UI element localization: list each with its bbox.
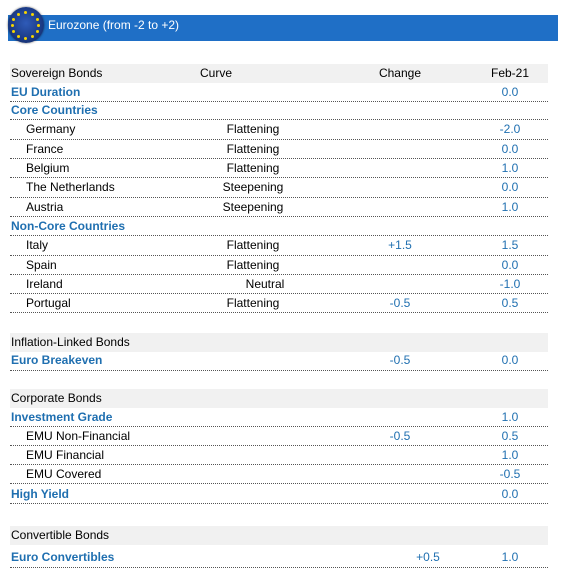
- row-value: 0.0: [501, 487, 519, 501]
- row-value: 1.0: [501, 448, 519, 462]
- sovereign-bonds-heading: Sovereign Bonds: [11, 66, 103, 80]
- section-heading-row: Inflation-Linked Bonds: [10, 333, 548, 352]
- period-column-header: Feb-21: [490, 66, 530, 80]
- row-label: Spain: [26, 258, 57, 272]
- row-label: EMU Covered: [26, 467, 102, 481]
- row-value: -2.0: [499, 122, 521, 136]
- row-label: EU Duration: [11, 85, 81, 99]
- row-value: 0.0: [501, 85, 519, 99]
- table-row: Austria Steepening 1.0: [10, 198, 548, 217]
- table-row: Spain Flattening 0.0: [10, 256, 548, 275]
- table-row: EU Duration 0.0: [10, 83, 548, 102]
- section-heading: Inflation-Linked Bonds: [11, 335, 130, 349]
- group-heading: Core Countries: [11, 103, 98, 117]
- row-label: Italy: [26, 238, 49, 252]
- row-label: France: [26, 142, 64, 156]
- row-value: 0.5: [501, 296, 519, 310]
- table-row: High Yield 0.0: [10, 485, 548, 504]
- section-heading-row: Corporate Bonds: [10, 389, 548, 408]
- row-curve: Flattening: [226, 161, 280, 175]
- row-curve: Flattening: [226, 122, 280, 136]
- table-row: The Netherlands Steepening 0.0: [10, 178, 548, 197]
- row-change: -0.5: [389, 429, 411, 443]
- row-label: Investment Grade: [11, 410, 113, 424]
- table-row: Italy Flattening +1.5 1.5: [10, 236, 548, 255]
- section-header-bar: Eurozone (from -2 to +2): [8, 15, 558, 41]
- row-value: 0.0: [501, 353, 519, 367]
- row-value: 1.0: [501, 550, 519, 564]
- table-row: Euro Convertibles +0.5 1.0: [10, 548, 548, 567]
- row-curve: Flattening: [226, 142, 280, 156]
- table-row: Belgium Flattening 1.0: [10, 159, 548, 178]
- change-column-header: Change: [378, 66, 422, 80]
- row-change: -0.5: [389, 296, 411, 310]
- row-value: 1.0: [501, 200, 519, 214]
- table-row: Germany Flattening -2.0: [10, 120, 548, 139]
- table-row: EMU Non-Financial -0.5 0.5: [10, 427, 548, 446]
- section-heading: Convertible Bonds: [11, 528, 110, 542]
- row-value: 1.5: [501, 238, 519, 252]
- row-label: Ireland: [26, 277, 63, 291]
- row-value: 0.0: [501, 258, 519, 272]
- group-heading-row: Core Countries: [10, 101, 548, 120]
- row-value: -0.5: [499, 467, 521, 481]
- eu-flag-icon: [8, 7, 44, 43]
- row-label: EMU Financial: [26, 448, 105, 462]
- row-label: EMU Non-Financial: [26, 429, 131, 443]
- row-value: 0.5: [501, 429, 519, 443]
- row-value: 0.0: [501, 180, 519, 194]
- row-value: -1.0: [499, 277, 521, 291]
- row-curve: Flattening: [226, 258, 280, 272]
- table-row: EMU Covered -0.5: [10, 465, 548, 484]
- table-row: Euro Breakeven -0.5 0.0: [10, 351, 548, 370]
- row-value: 1.0: [501, 410, 519, 424]
- row-label: Portugal: [26, 296, 71, 310]
- table-row: France Flattening 0.0: [10, 140, 548, 159]
- section-heading: Corporate Bonds: [11, 391, 102, 405]
- group-heading-row: Non-Core Countries: [10, 217, 548, 236]
- row-value: 0.0: [501, 142, 519, 156]
- row-curve: Flattening: [226, 296, 280, 310]
- row-change: +1.5: [388, 238, 412, 252]
- section-heading-row: Convertible Bonds: [10, 526, 548, 545]
- row-label: Euro Breakeven: [11, 353, 103, 367]
- group-heading: Non-Core Countries: [11, 219, 125, 233]
- row-label: The Netherlands: [26, 180, 115, 194]
- row-change: +0.5: [416, 550, 440, 564]
- row-curve: Steepening: [222, 180, 284, 194]
- row-label: Belgium: [26, 161, 70, 175]
- row-label: Euro Convertibles: [11, 550, 115, 564]
- table-row: Ireland Neutral -1.0: [10, 275, 548, 294]
- curve-column-header: Curve: [200, 66, 233, 80]
- row-change: -0.5: [389, 353, 411, 367]
- column-header-row: Sovereign Bonds Curve Change Feb-21: [10, 64, 548, 83]
- row-curve: Steepening: [222, 200, 284, 214]
- group-heading-row: Investment Grade 1.0: [10, 408, 548, 427]
- row-label: Germany: [26, 122, 76, 136]
- row-value: 1.0: [501, 161, 519, 175]
- row-curve: Flattening: [226, 238, 280, 252]
- table-row: Portugal Flattening -0.5 0.5: [10, 294, 548, 313]
- row-curve: Neutral: [245, 277, 285, 291]
- table-row: EMU Financial 1.0: [10, 446, 548, 465]
- page-title: Eurozone (from -2 to +2): [48, 18, 180, 32]
- row-label: Austria: [26, 200, 64, 214]
- row-label: High Yield: [11, 487, 70, 501]
